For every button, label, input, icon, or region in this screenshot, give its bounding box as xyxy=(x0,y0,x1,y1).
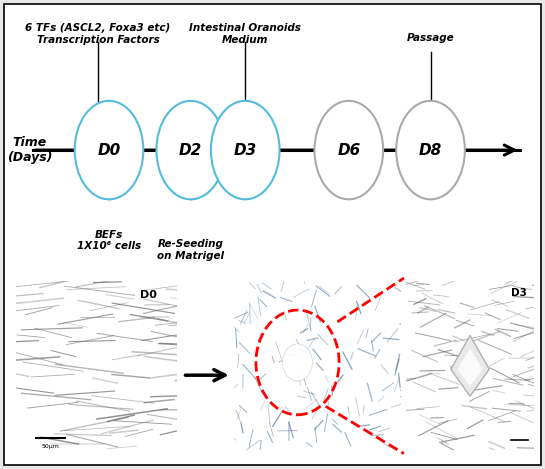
Polygon shape xyxy=(457,349,483,386)
Ellipse shape xyxy=(282,344,312,381)
Text: Time
(Days): Time (Days) xyxy=(7,136,53,164)
Ellipse shape xyxy=(396,101,465,199)
Text: D3: D3 xyxy=(234,143,257,158)
Text: Re-Seeding
on Matrigel: Re-Seeding on Matrigel xyxy=(158,239,224,261)
Text: 6 TFs (ASCL2, Foxa3 etc)
Transcription Factors: 6 TFs (ASCL2, Foxa3 etc) Transcription F… xyxy=(26,23,171,45)
Text: Intestinal Oranoids
Medium: Intestinal Oranoids Medium xyxy=(189,23,301,45)
Text: BEFs
1X10⁶ cells: BEFs 1X10⁶ cells xyxy=(77,230,141,251)
Ellipse shape xyxy=(156,101,225,199)
Text: D8: D8 xyxy=(419,143,442,158)
Ellipse shape xyxy=(75,101,143,199)
Text: D0: D0 xyxy=(140,290,156,300)
Text: D3: D3 xyxy=(511,288,526,298)
FancyBboxPatch shape xyxy=(4,4,541,465)
Text: 50μm: 50μm xyxy=(41,444,59,448)
Text: D2: D2 xyxy=(179,143,202,158)
Polygon shape xyxy=(451,335,489,396)
Ellipse shape xyxy=(211,101,280,199)
Text: Passage: Passage xyxy=(407,33,455,43)
Text: D0: D0 xyxy=(98,143,120,158)
Ellipse shape xyxy=(314,101,383,199)
Text: D6: D6 xyxy=(337,143,360,158)
